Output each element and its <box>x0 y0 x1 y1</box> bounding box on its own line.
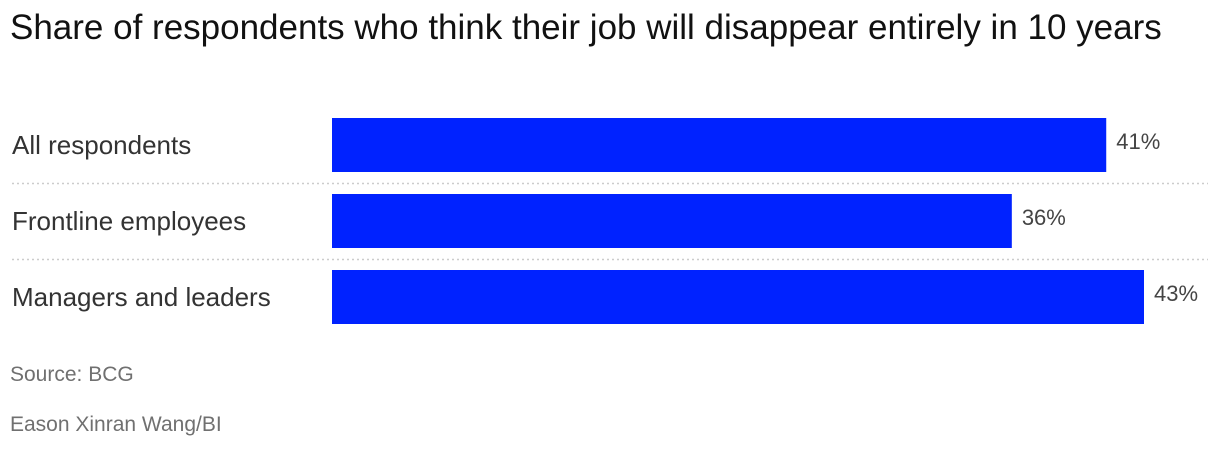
source-note: Source: BCG <box>10 363 134 386</box>
category-label: Frontline employees <box>12 206 246 236</box>
credit-note: Eason Xinran Wang/BI <box>10 413 222 436</box>
bar-chart: All respondents 41% Frontline employees 36%… <box>0 108 1220 340</box>
bar-chart-svg: All respondents 41% Frontline employees 36%… <box>12 118 1208 324</box>
chart-title: Share of respondents who think their job… <box>10 8 1162 47</box>
category-label: All respondents <box>12 130 191 160</box>
category-label: Managers and leaders <box>12 282 271 312</box>
value-label: 36% <box>1022 205 1066 230</box>
value-label: 41% <box>1116 129 1160 154</box>
bar <box>332 194 1012 248</box>
value-label: 43% <box>1154 281 1198 306</box>
bar <box>332 270 1144 324</box>
bar <box>332 118 1107 172</box>
